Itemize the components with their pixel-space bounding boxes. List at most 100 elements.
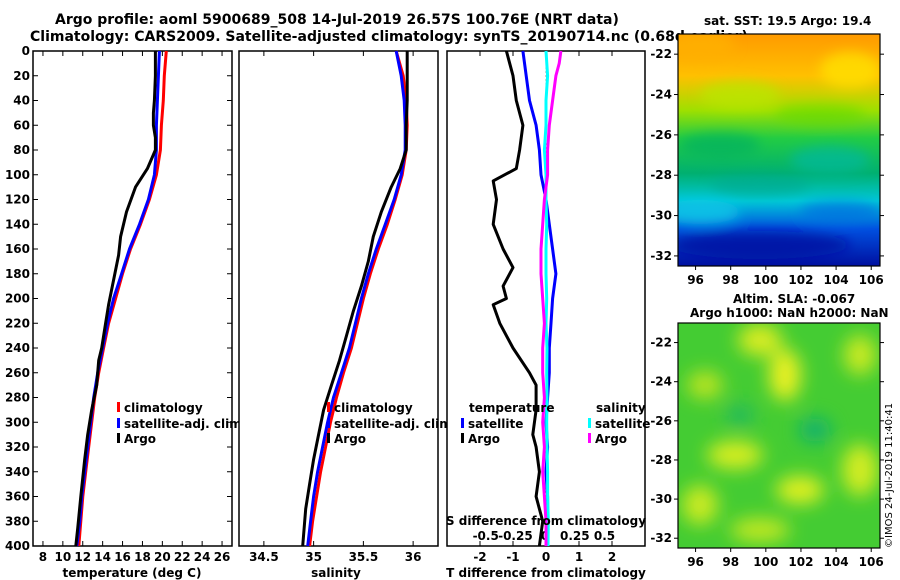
legend-temperature-title: temperature	[469, 401, 554, 415]
sst-map-frame	[677, 33, 881, 267]
map-x-tick-label-104: 104	[824, 555, 849, 569]
y-tick-label-380: 380	[5, 514, 30, 528]
x-tick-label-35-5: 35.5	[349, 550, 379, 564]
legend-salinity-title: salinity	[596, 401, 646, 415]
x-tick-label-26: 26	[214, 550, 231, 564]
temperature-series	[74, 50, 168, 547]
sla-map-ticks: 96 98 100 102 104 106 -22 -24 -26 -28 -30 -32	[650, 336, 884, 569]
x-tick-label-35: 35	[305, 550, 322, 564]
y-tick-label-180: 180	[5, 267, 30, 281]
sst-map-title: sat. SST: 19.5 Argo: 19.4	[704, 14, 872, 28]
map-x-tick-label-102: 102	[788, 273, 813, 287]
map-y-tick-label-24: -24	[650, 375, 672, 389]
x-tick-label-1: 1	[575, 550, 583, 564]
x-tick-label-12: 12	[74, 550, 91, 564]
temperature-legend: climatology satellite-adj. clim. Argo	[117, 401, 246, 446]
series-argo-line	[301, 51, 409, 547]
series-argo-line	[74, 51, 157, 547]
x-tick-label-14: 14	[94, 550, 111, 564]
map-y-tick-label-26: -26	[650, 414, 672, 428]
series-salinity-satellite-line	[542, 50, 550, 547]
y-tick-label-60: 60	[13, 118, 30, 132]
salinity-series	[301, 50, 409, 547]
y-tick-label-240: 240	[5, 341, 30, 355]
series-temperature-argo-line	[491, 50, 545, 547]
map-x-tick-label-100: 100	[753, 273, 778, 287]
legend-temp-argo-swatch	[461, 433, 464, 443]
sla-map-title-1: Altim. SLA: -0.067	[733, 292, 856, 306]
x-tick-label-0: 0	[542, 550, 550, 564]
y-tick-label-280: 280	[5, 391, 30, 405]
difference-panel: -2 -1 0 1 2-0.5 -0.25 0 0.25 0.5 S difference fr…	[446, 50, 650, 580]
temperature-axes-frame	[32, 50, 233, 547]
title-line-2: Climatology: CARS2009. Satellite-adjuste…	[30, 29, 748, 45]
x2-tick-label-0-5: 0.5	[594, 529, 615, 543]
legend-climatology-swatch	[327, 402, 330, 412]
x2-tick-label-0-25: 0.25	[560, 529, 590, 543]
temperature-xlabel: temperature (deg C)	[63, 566, 202, 580]
map-y-tick-label-28: -28	[650, 168, 672, 182]
legend-temp-satellite-swatch	[461, 418, 464, 428]
x-tick-label-36: 36	[405, 550, 422, 564]
legend-sal-argo-swatch	[588, 433, 591, 443]
legend-sal-satellite-swatch	[588, 418, 591, 428]
sla-map: 96 98 100 102 104 106 -22 -24 -26 -28 -30 -32	[650, 322, 884, 569]
y-tick-label-320: 320	[5, 440, 30, 454]
y-tick-label-0: 0	[22, 44, 30, 58]
map-x-tick-label-102: 102	[788, 555, 813, 569]
legend-temp-satellite-label: satellite	[468, 417, 523, 431]
legend-argo-swatch	[117, 433, 120, 443]
series-salinity-argo-line	[539, 50, 563, 546]
map-y-tick-label-32: -32	[650, 249, 672, 263]
x-tick-label-1: -1	[506, 550, 519, 564]
title-line-1: Argo profile: aoml 5900689_508 14-Jul-20…	[55, 12, 619, 28]
temperature-difference-xlabel: T difference from climatology	[446, 566, 646, 580]
salinity-difference-xlabel: S difference from climatology	[446, 514, 646, 528]
x-tick-label-8: 8	[39, 550, 47, 564]
salinity-legend: climatology satellite-adj. clim. Argo	[327, 401, 456, 446]
y-tick-label-200: 200	[5, 292, 30, 306]
map-x-tick-label-100: 100	[753, 555, 778, 569]
temperature-panel: 0 20 40 60 80 100 120 140 160 180 200 220 240 260 280 3…	[5, 44, 246, 580]
y-tick-label-300: 300	[5, 415, 30, 429]
y-tick-label-120: 120	[5, 193, 30, 207]
map-y-tick-label-22: -22	[650, 47, 672, 61]
difference-ticks: -2 -1 0 1 2-0.5 -0.25 0 0.25 0.5	[473, 51, 616, 564]
legend-argo-swatch	[327, 433, 330, 443]
salinity-panel: 34.5 35 35.5 36 salinity climatology satell…	[238, 50, 456, 580]
legend-sal-satellite-label: satellite	[595, 417, 650, 431]
y-tick-label-140: 140	[5, 217, 30, 231]
y-tick-label-360: 360	[5, 490, 30, 504]
x-tick-label-22: 22	[174, 550, 191, 564]
legend-sal-argo-label: Argo	[595, 432, 627, 446]
difference-legend: temperature satellite Argo salinity sate…	[461, 401, 650, 446]
map-y-tick-label-26: -26	[650, 128, 672, 142]
y-tick-label-160: 160	[5, 242, 30, 256]
map-y-tick-label-24: -24	[650, 88, 672, 102]
y-tick-label-260: 260	[5, 366, 30, 380]
legend-climatology-swatch	[117, 402, 120, 412]
legend-argo-label: Argo	[124, 432, 156, 446]
map-y-tick-label-22: -22	[650, 336, 672, 350]
y-tick-label-80: 80	[13, 143, 30, 157]
x-tick-label-2: 2	[608, 550, 616, 564]
y-tick-label-100: 100	[5, 168, 30, 182]
y-tick-label-40: 40	[13, 94, 30, 108]
map-x-tick-label-98: 98	[722, 555, 739, 569]
x-tick-label-24: 24	[194, 550, 211, 564]
salinity-xlabel: salinity	[311, 566, 361, 580]
temperature-ticks: 0 20 40 60 80 100 120 140 160 180 200 220 240 260 280 3…	[5, 44, 232, 564]
legend-satellite-label: satellite-adj. clim.	[124, 417, 246, 431]
x-tick-label-10: 10	[54, 550, 71, 564]
salinity-ticks: 34.5 35 35.5 36	[249, 51, 421, 564]
map-x-tick-label-104: 104	[824, 273, 849, 287]
sst-texture	[678, 34, 880, 259]
y-tick-label-400: 400	[5, 539, 30, 553]
map-y-tick-label-28: -28	[650, 453, 672, 467]
legend-satellite-label: satellite-adj. clim.	[334, 417, 456, 431]
x-tick-label-34-5: 34.5	[249, 550, 279, 564]
map-x-tick-label-96: 96	[687, 555, 704, 569]
map-y-tick-label-32: -32	[650, 531, 672, 545]
map-y-tick-label-30: -30	[650, 492, 672, 506]
